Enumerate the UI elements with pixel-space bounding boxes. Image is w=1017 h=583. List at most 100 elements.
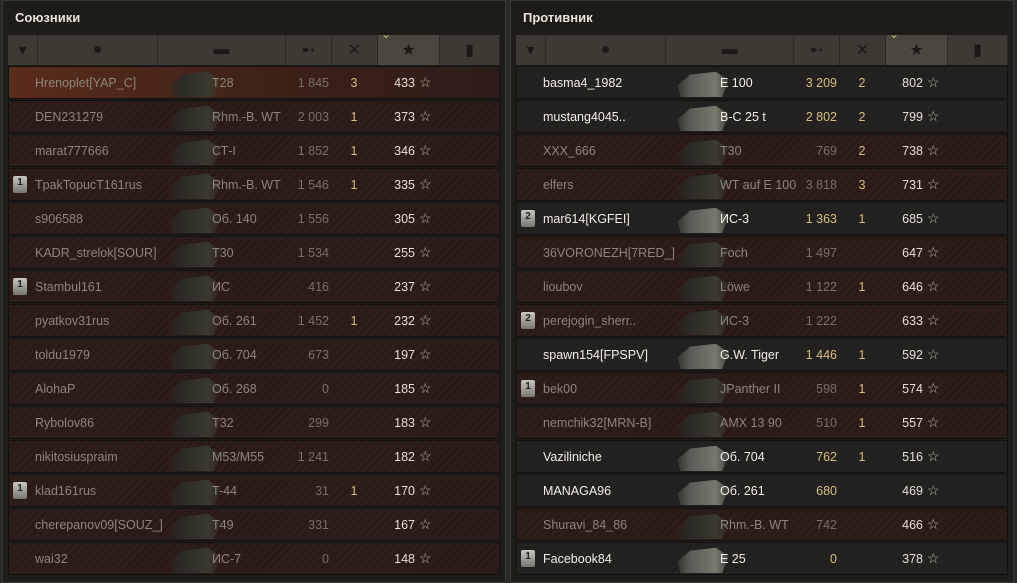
player-row[interactable]: AlohaP Об. 268 0 185 ☆ <box>8 372 500 405</box>
player-row[interactable]: Shuravi_84_86 Rhm.-B. WT 742 466 ☆ <box>516 508 1008 541</box>
player-row[interactable]: 2 perejogin_sherr.. ИС-3 1 222 633 ☆ <box>516 304 1008 337</box>
tank-name: Об. 261 <box>212 314 257 328</box>
player-row[interactable]: KADR_strelok[SOUR] T30 1 534 255 ☆ <box>8 236 500 269</box>
squad-icon[interactable]: ▾ <box>8 35 38 65</box>
player-name: DEN231279 <box>35 110 104 124</box>
xp-value: 148 <box>394 552 415 566</box>
player-row[interactable]: spawn154[FPSPV] G.W. Tiger 1 446 1 592 ☆ <box>516 338 1008 371</box>
xp-value: 182 <box>394 450 415 464</box>
star-icon: ☆ <box>419 176 432 192</box>
player-row[interactable]: lioubov Löwe 1 122 1 646 ☆ <box>516 270 1008 303</box>
tank-icon[interactable]: ▬ <box>158 35 286 65</box>
damage-value: 598 <box>816 382 837 396</box>
kills-value: 1 <box>858 348 866 362</box>
player-row[interactable]: Vaziliniche Об. 704 762 1 516 ☆ <box>516 440 1008 473</box>
player-row[interactable]: 1 bek00 JPanther II 598 1 574 ☆ <box>516 372 1008 405</box>
xp-value: 197 <box>394 348 415 362</box>
tank-name: Об. 704 <box>212 348 257 362</box>
enemies-panel: Противник ▾●▬➸✕★▮ basma4_1982 E 100 3 209 2… <box>510 0 1014 583</box>
player-name: AlohaP <box>35 382 76 396</box>
xp-value: 305 <box>394 212 415 226</box>
player-row[interactable]: XXX_666 T30 769 2 738 ☆ <box>516 134 1008 167</box>
player-row[interactable]: 2 mar614[KGFEI] ИС-3 1 363 1 685 ☆ <box>516 202 1008 235</box>
player-name: Rybolov86 <box>35 416 95 430</box>
xp-value: 466 <box>902 518 923 532</box>
player-name: mustang4045.. <box>543 110 626 124</box>
damage-value: 1 446 <box>805 348 837 362</box>
damage-value: 1 222 <box>805 314 837 328</box>
player-icon[interactable]: ● <box>38 35 158 65</box>
tank-name: G.W. Tiger <box>720 348 780 362</box>
damage-value: 3 818 <box>805 178 837 192</box>
damage-value: 31 <box>315 484 329 498</box>
xp-value: 469 <box>902 484 923 498</box>
damage-value: 2 802 <box>805 110 837 124</box>
player-row[interactable]: nemchik32[MRN-B] AMX 13 90 510 1 557 ☆ <box>516 406 1008 439</box>
player-row[interactable]: toldu1979 Об. 704 673 197 ☆ <box>8 338 500 371</box>
player-row[interactable]: Rybolov86 T32 299 183 ☆ <box>8 406 500 439</box>
tank-name: Об. 261 <box>720 484 765 498</box>
damage-value: 680 <box>816 484 837 498</box>
xp-value: 346 <box>394 144 415 158</box>
player-row[interactable]: MANAGA96 Об. 261 680 469 ☆ <box>516 474 1008 507</box>
player-row[interactable]: 1 Facebook84 E 25 0 378 ☆ <box>516 542 1008 575</box>
star-icon: ☆ <box>927 142 940 158</box>
player-name: Facebook84 <box>543 552 612 566</box>
damage-value: 1 497 <box>805 246 837 260</box>
damage-value: 1 534 <box>297 246 329 260</box>
squad-badge-icon: 1 <box>13 482 27 499</box>
damage-value: 742 <box>816 518 837 532</box>
player-name: s906588 <box>35 212 83 226</box>
damage-icon[interactable]: ➸ <box>794 35 840 65</box>
damage-value: 673 <box>308 348 329 362</box>
player-row[interactable]: 36VORONEZH[7RED_] Foch 1 497 647 ☆ <box>516 236 1008 269</box>
player-row[interactable]: cherepanov09[SOUZ_] T49 331 167 ☆ <box>8 508 500 541</box>
player-row[interactable]: pyatkov31rus Об. 261 1 452 1 232 ☆ <box>8 304 500 337</box>
xp-value: 232 <box>394 314 415 328</box>
kills-icon[interactable]: ✕ <box>332 35 378 65</box>
tank-name: ИС-3 <box>720 314 750 328</box>
player-row[interactable]: s906588 Об. 140 1 556 305 ☆ <box>8 202 500 235</box>
damage-value: 1 241 <box>297 450 329 464</box>
star-icon: ☆ <box>927 346 940 362</box>
player-row[interactable]: 1 klad161rus T-44 31 1 170 ☆ <box>8 474 500 507</box>
player-row[interactable]: nikitosiuspraim M53/M55 1 241 182 ☆ <box>8 440 500 473</box>
player-row[interactable]: mustang4045.. B-C 25 t 2 802 2 799 ☆ <box>516 100 1008 133</box>
xp-value: 516 <box>902 450 923 464</box>
squad-icon[interactable]: ▾ <box>516 35 546 65</box>
player-row[interactable]: marat777666 СТ-I 1 852 1 346 ☆ <box>8 134 500 167</box>
tank-icon[interactable]: ▬ <box>666 35 794 65</box>
damage-value: 331 <box>308 518 329 532</box>
xp-star-icon[interactable]: ★ <box>886 27 948 65</box>
allies-panel: Союзники ▾●▬➸✕★▮ Hrenoplet[YAP_C] T28 1 84… <box>2 0 506 583</box>
player-name: MANAGA96 <box>543 484 612 498</box>
tank-name: AMX 13 90 <box>720 416 782 430</box>
player-row[interactable]: elfers WT auf E 100 3 818 3 731 ☆ <box>516 168 1008 201</box>
player-name: 36VORONEZH[7RED_] <box>543 246 675 260</box>
damage-value: 1 122 <box>805 280 837 294</box>
star-icon: ☆ <box>419 108 432 124</box>
tank-name: T-44 <box>212 484 238 498</box>
kills-icon[interactable]: ✕ <box>840 35 886 65</box>
player-row[interactable]: DEN231279 Rhm.-B. WT 2 003 1 373 ☆ <box>8 100 500 133</box>
xp-value: 378 <box>902 552 923 566</box>
star-icon: ☆ <box>927 210 940 226</box>
squad-badge-icon: 2 <box>521 312 535 329</box>
star-icon: ☆ <box>419 312 432 328</box>
player-row[interactable]: 1 TpakTopucT161rus Rhm.-B. WT 1 546 1 335 ☆ <box>8 168 500 201</box>
medal-icon[interactable]: ▮ <box>948 35 1008 65</box>
player-row[interactable]: Hrenoplet[YAP_C] T28 1 845 3 433 ☆ <box>8 66 500 99</box>
player-row[interactable]: basma4_1982 E 100 3 209 2 802 ☆ <box>516 66 1008 99</box>
player-icon[interactable]: ● <box>546 35 666 65</box>
star-icon: ☆ <box>927 108 940 124</box>
star-icon: ☆ <box>419 414 432 430</box>
kills-value: 1 <box>350 110 358 124</box>
xp-star-icon[interactable]: ★ <box>378 27 440 65</box>
player-row[interactable]: 1 Stambul161 ИС 416 237 ☆ <box>8 270 500 303</box>
player-row[interactable]: wai32 ИС-7 0 148 ☆ <box>8 542 500 575</box>
damage-icon[interactable]: ➸ <box>286 35 332 65</box>
damage-value: 3 209 <box>805 76 837 90</box>
damage-value: 299 <box>308 416 329 430</box>
star-icon: ☆ <box>419 448 432 464</box>
medal-icon[interactable]: ▮ <box>440 35 500 65</box>
